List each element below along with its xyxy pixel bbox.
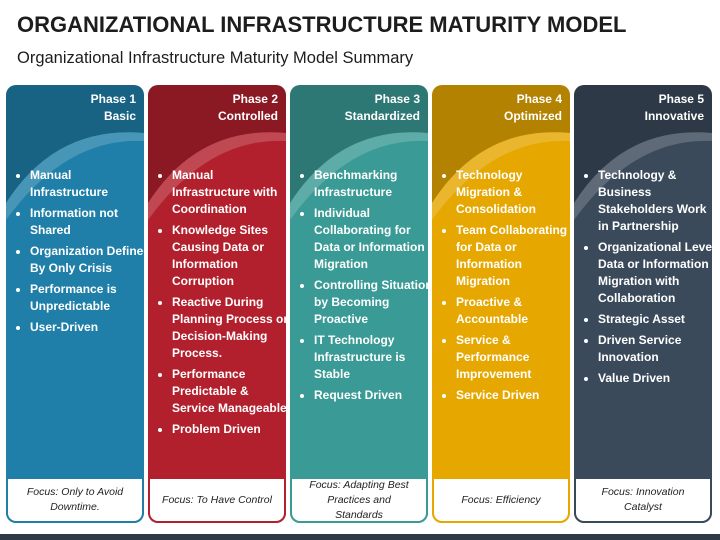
phase-name: Innovative (644, 109, 704, 123)
item: Individual Collaborating for Data or Inf… (314, 205, 428, 273)
phase-label: Phase 5 (658, 92, 704, 106)
phase-heading: Phase 1 Basic (91, 91, 136, 125)
item: Proactive & Accountable (456, 294, 570, 328)
focus-box: Focus: Only to Avoid Downtime. (6, 477, 144, 523)
phase-heading: Phase 5 Innovative (645, 91, 704, 125)
focus-text: Focus: To Have Control (162, 493, 272, 506)
item: Problem Driven (172, 421, 286, 438)
focus-text: Focus: Innovation Catalyst (601, 486, 685, 513)
phase-column: Phase 4 Optimized Technology Migration & C… (432, 85, 570, 523)
item: User-Driven (30, 319, 144, 336)
focus-text: Focus: Adapting Best Practices and Stand… (309, 478, 409, 521)
item: Information not Shared (30, 205, 144, 239)
phase-label: Phase 4 (516, 92, 562, 106)
item: Performance is Unpredictable (30, 281, 144, 315)
focus-box: Focus: To Have Control (148, 477, 286, 523)
focus-box: Focus: Adapting Best Practices and Stand… (290, 477, 428, 523)
phase-name: Basic (103, 109, 136, 123)
item-list: Manual Infrastructure Information not Sha… (14, 167, 144, 340)
item: Organizational Level Data or Information… (598, 239, 712, 307)
item: Service Driven (456, 387, 570, 404)
focus-text: Focus: Only to Avoid Downtime. (26, 486, 124, 513)
item-list: Technology & Business Stakeholders Work … (582, 167, 712, 391)
item: Manual Infrastructure with Coordination (172, 167, 286, 218)
phase-heading: Phase 3 Standardized (345, 91, 420, 125)
subtitle: Organizational Infrastructure Maturity M… (17, 49, 414, 67)
header-curve (574, 85, 712, 220)
phase-name: Controlled (218, 109, 278, 123)
item: Benchmarking Infrastructure (314, 167, 428, 201)
phase-column: Phase 5 Innovative Technology & Business S… (574, 85, 712, 523)
phase-column: Phase 2 Controlled Manual Infrastructure w… (148, 85, 286, 523)
header-curve (432, 85, 570, 220)
item: Performance Predictable & Service Manage… (172, 366, 286, 417)
item: Reactive During Planning Process or Deci… (172, 294, 286, 362)
item: Strategic Asset (598, 311, 712, 328)
phase-heading: Phase 4 Optimized (504, 91, 562, 125)
focus-box: Focus: Efficiency (432, 477, 570, 523)
item: Knowledge Sites Causing Data or Informat… (172, 222, 286, 290)
item: Organization Defined By Only Crisis (30, 243, 144, 277)
item: Technology Migration & Consolidation (456, 167, 570, 218)
item: Technology & Business Stakeholders Work … (598, 167, 712, 235)
item-list: Manual Infrastructure with CoordinationK… (156, 167, 286, 442)
item: Request Driven (314, 387, 428, 404)
title: ORGANIZATIONAL INFRASTRUCTURE MATURITY M… (17, 12, 627, 37)
header-curve (290, 85, 428, 220)
phase-label: Phase 2 (232, 92, 278, 106)
phase-column: Phase 3 Standardized Benchmarking Infrastr… (290, 85, 428, 523)
phase-label: Phase 1 (90, 92, 136, 106)
item: Driven Service Innovation (598, 332, 712, 366)
header-curve (6, 85, 144, 220)
phase-column: Phase 1 Basic Manual Infrastructure Informa… (6, 85, 144, 523)
item: Service & Performance Improvement (456, 332, 570, 383)
focus-box: Focus: Innovation Catalyst (574, 477, 712, 523)
item: Manual Infrastructure (30, 167, 144, 201)
phase-label: Phase 3 (374, 92, 420, 106)
item: IT Technology Infrastructure is Stable (314, 332, 428, 383)
footer-bar (0, 534, 720, 540)
phase-name: Standardized (344, 109, 420, 123)
item: Team Collaborating for Data or Informati… (456, 222, 570, 290)
item-list: Benchmarking Infrastructure Individual Co… (298, 167, 428, 408)
item-list: Technology Migration & ConsolidationTeam… (440, 167, 570, 408)
item: Value Driven (598, 370, 712, 387)
header-curve (148, 85, 286, 220)
phase-heading: Phase 2 Controlled (218, 91, 278, 125)
phase-name: Optimized (503, 109, 562, 123)
item: Controlling Situation by Becoming Proact… (314, 277, 428, 328)
focus-text: Focus: Efficiency (461, 493, 541, 506)
